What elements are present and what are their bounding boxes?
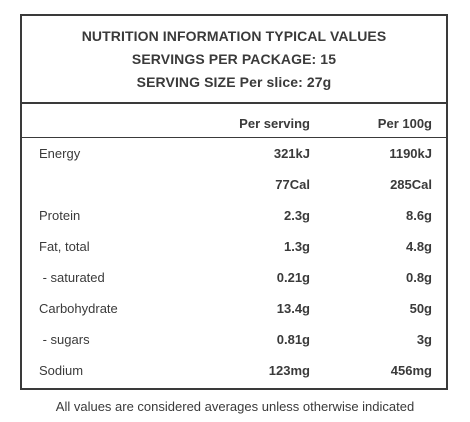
table-row-saturated: - saturated 0.21g 0.8g — [22, 262, 446, 293]
table-row-fat-total: Fat, total 1.3g 4.8g — [22, 231, 446, 262]
row-per-100g: 50g — [409, 301, 432, 316]
row-per-100g: 4.8g — [405, 239, 432, 254]
row-per-100g: 285Cal — [390, 177, 432, 192]
nutrition-title: NUTRITION INFORMATION TYPICAL VALUES — [81, 28, 387, 44]
row-per-100g: 1190kJ — [389, 146, 432, 161]
serving-size: SERVING SIZE Per slice: 27g — [136, 74, 332, 90]
column-header-per-100g: Per 100g — [377, 116, 432, 131]
footnote: All values are considered averages unles… — [55, 399, 415, 414]
row-label: - sugars — [39, 332, 90, 347]
nutrition-table: Per serving Per 100g Energy 321kJ 1190kJ… — [22, 104, 446, 386]
row-per-100g: 8.6g — [405, 208, 432, 223]
row-label: - saturated — [39, 270, 105, 285]
nutrition-header: NUTRITION INFORMATION TYPICAL VALUES SER… — [22, 16, 446, 104]
row-label: Sodium — [39, 363, 84, 378]
table-row-energy-cal: 77Cal 285Cal — [22, 169, 446, 200]
row-per-serving: 2.3g — [283, 208, 310, 223]
row-per-100g: 3g — [416, 332, 432, 347]
row-label: Fat, total — [39, 239, 90, 254]
row-per-serving: 0.81g — [276, 332, 310, 347]
row-label: Energy — [39, 146, 81, 161]
row-label: Protein — [39, 208, 81, 223]
table-row-protein: Protein 2.3g 8.6g — [22, 200, 446, 231]
row-per-serving: 321kJ — [273, 146, 310, 161]
row-per-serving: 123mg — [268, 363, 310, 378]
row-per-serving: 77Cal — [275, 177, 310, 192]
row-label: Carbohydrate — [39, 301, 118, 316]
table-row-energy-kj: Energy 321kJ 1190kJ — [22, 138, 446, 169]
table-row-sodium: Sodium 123mg 456mg — [22, 355, 446, 386]
column-header-per-serving: Per serving — [239, 116, 310, 131]
row-per-serving: 1.3g — [283, 239, 310, 254]
table-row-carbohydrate: Carbohydrate 13.4g 50g — [22, 293, 446, 324]
row-per-serving: 13.4g — [276, 301, 310, 316]
row-per-serving: 0.21g — [276, 270, 310, 285]
row-per-100g: 0.8g — [405, 270, 432, 285]
table-row-sugars: - sugars 0.81g 3g — [22, 324, 446, 355]
column-header-row: Per serving Per 100g — [22, 109, 446, 138]
row-per-100g: 456mg — [390, 363, 432, 378]
nutrition-panel: NUTRITION INFORMATION TYPICAL VALUES SER… — [20, 14, 448, 390]
servings-per-package: SERVINGS PER PACKAGE: 15 — [131, 51, 337, 67]
